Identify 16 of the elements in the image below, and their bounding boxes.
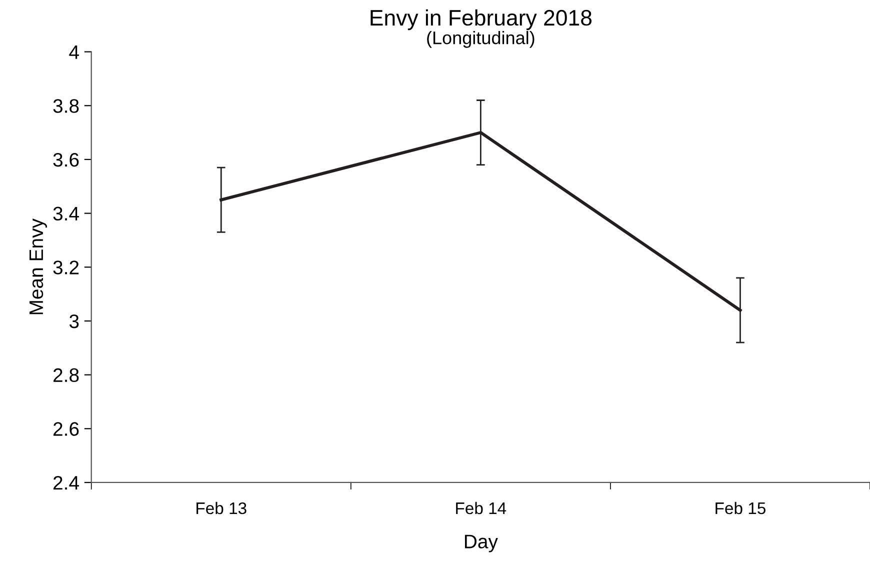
chart-subtitle: (Longitudinal) [427, 30, 534, 48]
y-axis-title: Mean Envy [30, 218, 47, 314]
y-tick-label: 3.8 [53, 99, 79, 113]
y-tick-label: 2.4 [53, 476, 79, 490]
y-tick-label: 2.8 [53, 368, 79, 382]
x-tick-label: Feb 13 [196, 502, 246, 514]
chart-title: Envy in February 2018 [370, 9, 592, 30]
x-tick-label: Feb 14 [456, 502, 506, 514]
y-tick-label: 2.6 [53, 422, 79, 436]
x-tick-label: Feb 15 [716, 502, 766, 514]
y-tick-label: 3.6 [53, 152, 79, 167]
y-tick-label: 4 [69, 45, 79, 59]
y-tick-label: 3 [69, 314, 79, 328]
x-axis-title: Day [464, 534, 498, 552]
y-tick-label: 3.4 [53, 206, 79, 221]
y-tick-label: 3.2 [53, 260, 79, 274]
